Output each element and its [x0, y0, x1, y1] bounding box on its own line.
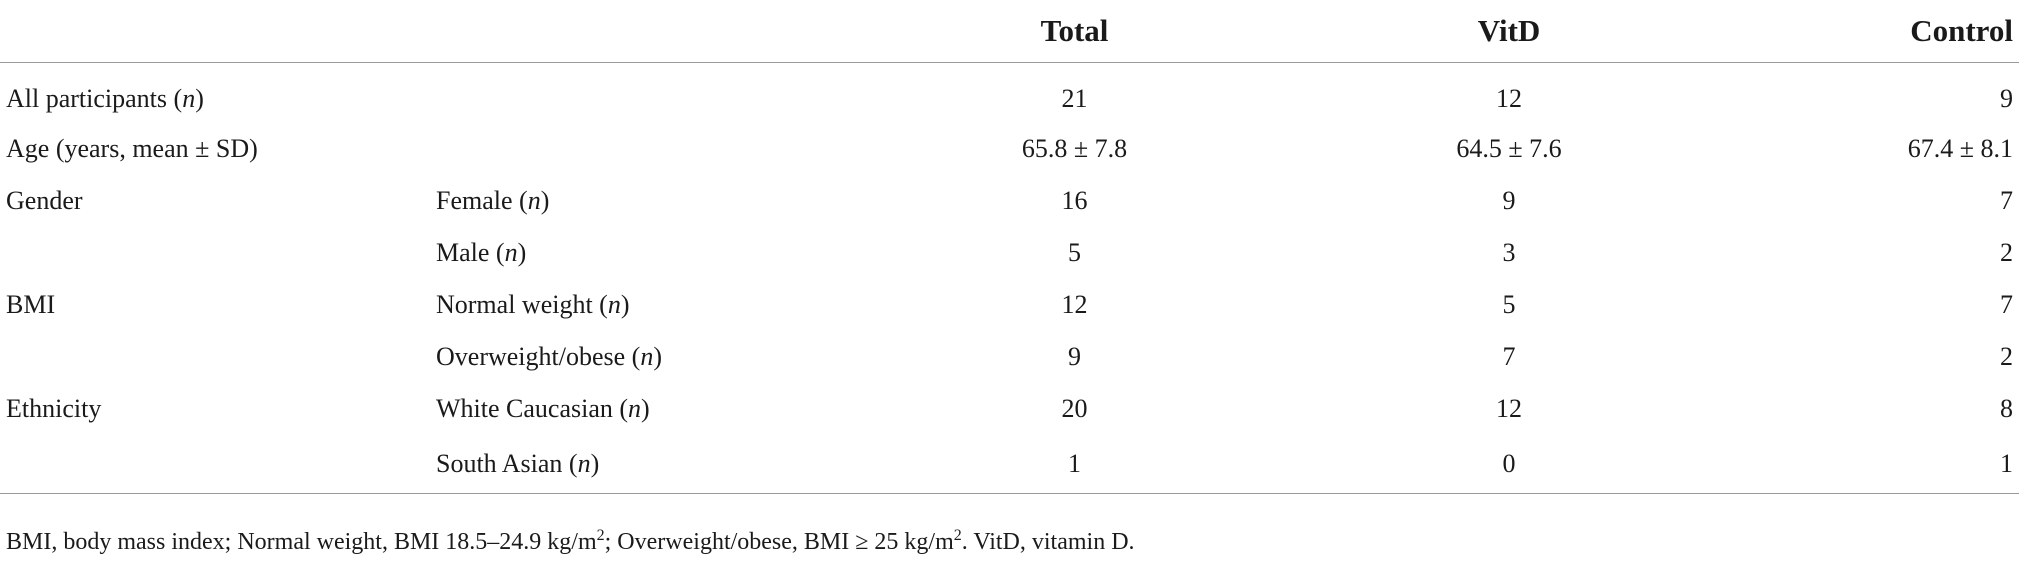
table-row: Ethnicity White Caucasian (n) 20 12 8: [0, 383, 2019, 435]
cell-control: 7: [2000, 290, 2013, 319]
cell-vitd: 9: [1502, 186, 1516, 215]
cell-total: 16: [1061, 186, 1088, 215]
cell-control: 7: [2000, 186, 2013, 215]
header-total: Total: [858, 0, 1291, 63]
row-sublabel: [432, 123, 858, 175]
row-sublabel: White Caucasian (n): [436, 394, 650, 423]
row-label: Age (years, mean ± SD): [6, 134, 258, 163]
row-sublabel: Female (n): [436, 186, 550, 215]
header-empty-2: [432, 0, 858, 63]
cell-control: 1: [1727, 435, 2019, 494]
cell-total: 12: [1061, 290, 1088, 319]
header-row: Total VitD Control: [0, 0, 2019, 63]
row-sublabel: South Asian (n): [432, 435, 858, 494]
table-row: Gender Female (n) 16 9 7: [0, 175, 2019, 227]
cell-total: 1: [858, 435, 1291, 494]
row-sublabel: [432, 63, 858, 124]
participants-table: Total VitD Control All participants (n) …: [0, 0, 2019, 494]
header-control: Control: [1727, 0, 2019, 63]
cell-total: 65.8 ± 7.8: [1021, 134, 1128, 163]
row-sublabel: Normal weight (n): [436, 290, 630, 319]
row-label: [0, 227, 432, 279]
table-row: South Asian (n) 1 0 1: [0, 435, 2019, 494]
cell-total: 21: [1061, 84, 1088, 113]
row-label: [0, 331, 432, 383]
cell-vitd: 0: [1291, 435, 1727, 494]
cell-control: 9: [2000, 84, 2013, 113]
row-label: [0, 435, 432, 494]
header-empty-1: [0, 0, 432, 63]
cell-vitd: 64.5 ± 7.6: [1456, 134, 1562, 163]
cell-total: 5: [1068, 238, 1081, 267]
cell-control: 67.4 ± 8.1: [1907, 134, 2013, 163]
row-sublabel: Male (n): [436, 238, 527, 267]
cell-vitd: 12: [1496, 84, 1522, 113]
cell-total: 20: [1061, 394, 1088, 423]
table-header: Total VitD Control: [0, 0, 2019, 63]
header-vitd: VitD: [1291, 0, 1727, 63]
cell-vitd: 12: [1496, 394, 1522, 423]
row-label: Gender: [6, 186, 83, 215]
cell-control: 2: [2000, 342, 2013, 371]
table-row: Age (years, mean ± SD) 65.8 ± 7.8 64.5 ±…: [0, 123, 2019, 175]
row-label: Ethnicity: [6, 394, 102, 423]
table-row: All participants (n) 21 12 9: [0, 63, 2019, 124]
cell-vitd: 5: [1502, 290, 1516, 319]
table-row: Overweight/obese (n) 9 7 2: [0, 331, 2019, 383]
cell-vitd: 7: [1502, 342, 1516, 371]
data-table-container: Total VitD Control All participants (n) …: [0, 0, 2019, 494]
row-label: All participants (n): [6, 84, 204, 113]
cell-control: 2: [2000, 238, 2013, 267]
row-sublabel: Overweight/obese (n): [436, 342, 662, 371]
cell-control: 8: [2000, 394, 2013, 423]
table-row: BMI Normal weight (n) 12 5 7: [0, 279, 2019, 331]
cell-total: 9: [1068, 342, 1081, 371]
table-row: Male (n) 5 3 2: [0, 227, 2019, 279]
cell-vitd: 3: [1502, 238, 1516, 267]
row-label: BMI: [6, 290, 56, 319]
table-footnote: BMI, body mass index; Normal weight, BMI…: [6, 527, 1135, 555]
table-body: All participants (n) 21 12 9 Age (years,…: [0, 63, 2019, 494]
